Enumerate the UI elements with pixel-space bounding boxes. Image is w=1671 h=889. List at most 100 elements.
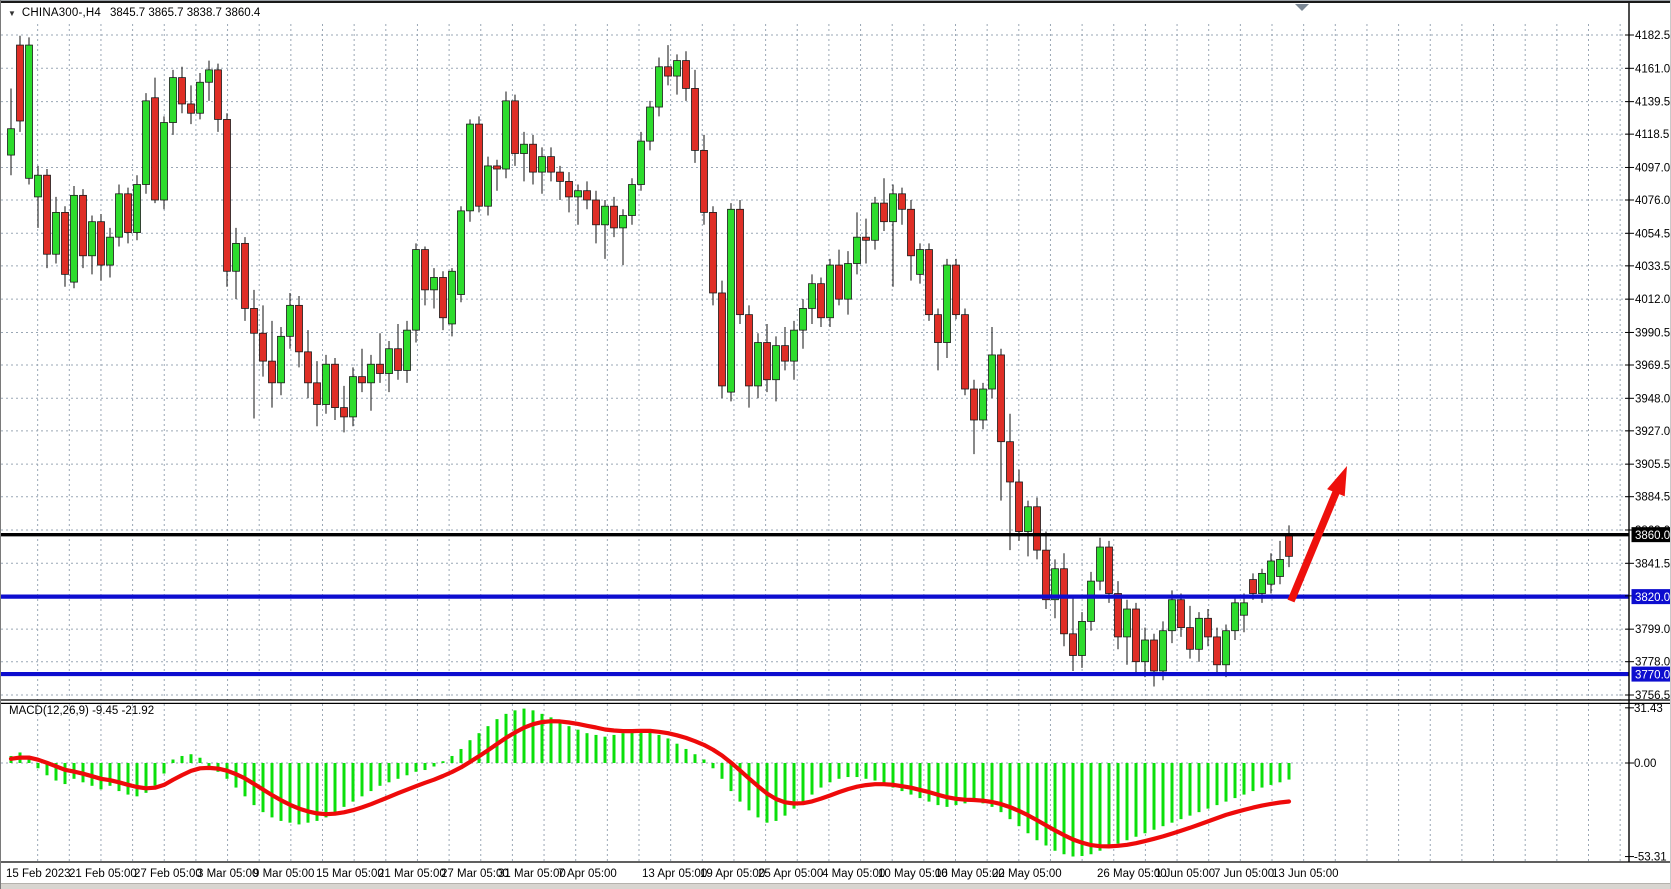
- candle-bear: [781, 327, 789, 371]
- candle-bear: [304, 330, 312, 399]
- candle-bull: [1051, 559, 1059, 619]
- candle-bull: [277, 327, 285, 396]
- candle-bear: [1006, 413, 1014, 551]
- candle-bull: [70, 186, 78, 289]
- candle-bear: [511, 94, 519, 166]
- ohlc-values-label: 3845.7 3865.7 3838.7 3860.4: [110, 7, 261, 19]
- candle-bear: [97, 213, 105, 281]
- candle-bull: [286, 292, 294, 349]
- candle-bear: [178, 66, 186, 114]
- candle-bull: [7, 88, 15, 176]
- dropdown-arrow-icon[interactable]: ▼: [8, 8, 16, 18]
- candle-bull: [916, 243, 924, 284]
- trend-arrow[interactable]: [1287, 466, 1347, 603]
- symbol-info-bar: ▼ CHINA300-,H4 3845.7 3865.7 3838.7 3860…: [8, 6, 260, 20]
- candle-bull: [1141, 627, 1149, 678]
- candle-bull: [646, 100, 654, 151]
- price-tick-label: 4118.5: [1635, 129, 1669, 141]
- candle-bear: [1213, 627, 1221, 675]
- candle-bull: [484, 156, 492, 216]
- candle-bull: [772, 336, 780, 402]
- candle-bear: [475, 116, 483, 213]
- candle-bear: [1204, 609, 1212, 647]
- candle-bull: [520, 131, 528, 182]
- candle-bear: [556, 165, 564, 200]
- candle-bear: [934, 308, 942, 371]
- candle-bear: [61, 206, 69, 287]
- candle-bull: [889, 184, 897, 287]
- candle-bear: [79, 189, 87, 269]
- svg-text:3860.0: 3860.0: [1635, 530, 1670, 542]
- time-tick-label: 10 May 05:00: [878, 868, 948, 880]
- candle-bear: [1132, 602, 1140, 675]
- candle-bear: [1060, 553, 1068, 647]
- candle-bull: [754, 333, 762, 399]
- price-tick-label: 3990.5: [1635, 327, 1670, 339]
- candle-bear: [1033, 497, 1041, 560]
- candle-bull: [205, 60, 213, 101]
- horizontal-price-lines[interactable]: [1, 532, 1629, 677]
- candle-bull: [826, 258, 834, 328]
- time-tick-label: 26 May 05:00: [1097, 868, 1167, 880]
- price-tick-label: 4054.5: [1635, 228, 1670, 240]
- macd-tick-label: -53.31: [1634, 852, 1667, 864]
- time-tick-label: 27 Mar 05:00: [441, 868, 509, 880]
- candle-bear: [736, 200, 744, 324]
- time-tick-label: 27 Feb 05:00: [134, 868, 202, 880]
- chart-shift-marker-icon[interactable]: [1295, 4, 1309, 11]
- price-line-badge: 3820.0: [1631, 589, 1670, 605]
- candle-bear: [763, 323, 771, 393]
- candle-bull: [844, 251, 852, 315]
- grid: [1, 24, 1629, 861]
- macd-histogram: [9, 708, 1291, 857]
- candle-bear: [925, 243, 933, 321]
- candle-bear: [718, 280, 726, 399]
- candle-bear: [961, 308, 969, 396]
- time-tick-label: 7 Jun 05:00: [1214, 868, 1274, 880]
- candle-bear: [358, 348, 366, 393]
- price-tick-label: 4012.0: [1635, 294, 1670, 306]
- candle-bear: [1015, 469, 1023, 541]
- candle-bull: [727, 203, 735, 402]
- candle-bear: [214, 63, 222, 132]
- candle-bear: [547, 147, 555, 182]
- candle-bear: [151, 77, 159, 204]
- candle-bear: [592, 190, 600, 244]
- candle-bear: [1186, 605, 1194, 659]
- price-tick-label: 3841.5: [1635, 558, 1670, 570]
- time-tick-label: 19 Apr 05:00: [700, 868, 765, 880]
- time-tick-label: 21 Feb 05:00: [69, 868, 137, 880]
- candle-bull: [412, 243, 420, 343]
- candle-bull: [196, 72, 204, 120]
- symbol-timeframe-label[interactable]: CHINA300-,H4: [21, 7, 102, 19]
- time-tick-label: 16 May 05:00: [935, 868, 1005, 880]
- candle-bull: [655, 57, 663, 117]
- candle-bull: [1168, 590, 1176, 644]
- time-tick-label: 13 Jun 05:00: [1272, 868, 1339, 880]
- candle-bull: [133, 175, 141, 241]
- candle-bull: [790, 320, 798, 380]
- price-axis[interactable]: 4182.5 4161.0 4139.5 4118.5 4097.0 4076.0 4054…: [1625, 30, 1671, 864]
- candle-bull: [88, 215, 96, 275]
- candle-bear: [880, 178, 888, 231]
- candle-bear: [817, 277, 825, 328]
- candle-bull: [871, 196, 879, 250]
- window-bottom-border: [1, 883, 1670, 889]
- candle-bull: [1078, 612, 1086, 668]
- candle-bear: [970, 379, 978, 455]
- candle-bull: [601, 200, 609, 259]
- macd-indicator-label: MACD(12,26,9) -9.45 -21.92: [9, 705, 155, 717]
- candle-bull: [1195, 612, 1203, 662]
- candle-bull: [988, 327, 996, 399]
- candle-bull: [1276, 540, 1284, 585]
- candle-bull: [367, 354, 375, 411]
- time-tick-label: 22 May 05:00: [992, 868, 1062, 880]
- time-tick-label: 21 Mar 05:00: [378, 868, 446, 880]
- price-tick-label: 3778.0: [1635, 657, 1670, 669]
- candle-bear: [493, 159, 501, 191]
- candle-bear: [250, 289, 258, 419]
- candle-bear: [952, 258, 960, 320]
- price-tick-label: 4182.5: [1635, 30, 1670, 42]
